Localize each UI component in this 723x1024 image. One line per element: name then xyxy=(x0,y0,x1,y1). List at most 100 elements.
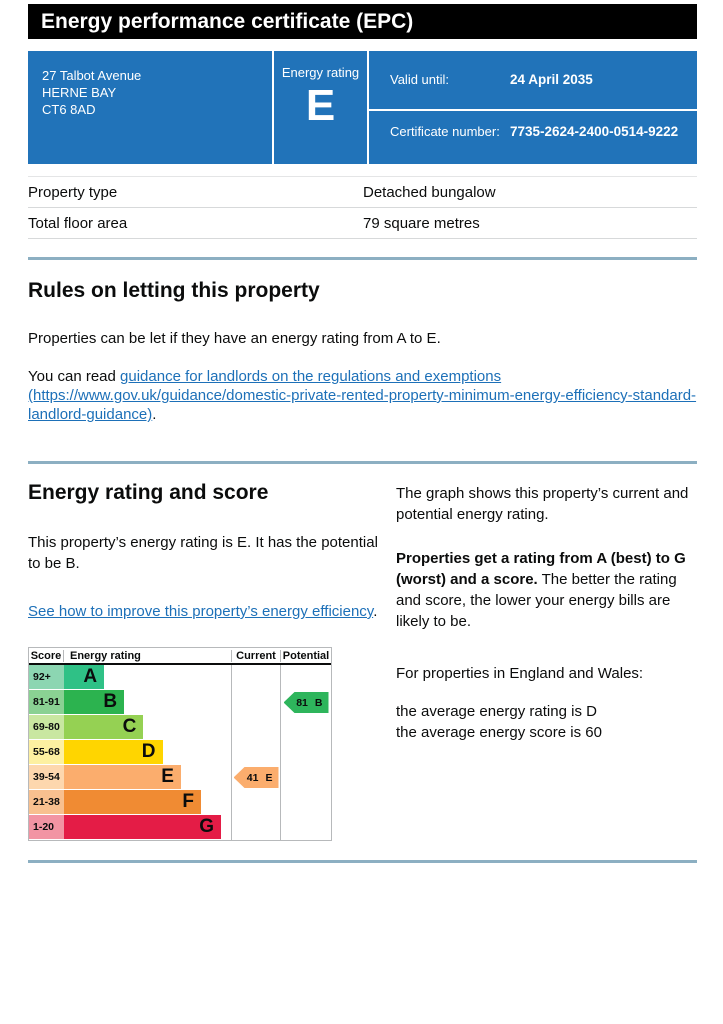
band-bar-c: C xyxy=(64,715,144,739)
epc-band-row-d: 55-68 D xyxy=(29,740,331,765)
summary-divider-horizontal xyxy=(369,109,697,111)
epc-document: Energy performance certificate (EPC) 27 … xyxy=(28,4,697,863)
band-bar-area-d: D xyxy=(64,740,231,765)
certificate-number-value: 7735-2624-2400-0514-9222 xyxy=(510,124,679,139)
chart-column-current: Current xyxy=(231,649,281,662)
energy-rating-letter: E xyxy=(305,81,336,130)
average-score-line: the average energy score is 60 xyxy=(396,724,602,741)
current-cell-f xyxy=(231,790,281,815)
band-bar-f: F xyxy=(64,790,201,814)
valid-until-row: Valid until: 24 April 2035 xyxy=(369,51,697,109)
graph-description: The graph shows this property’s current … xyxy=(396,485,689,523)
current-cell-c xyxy=(231,715,281,740)
band-bar-g: G xyxy=(64,815,221,839)
rating-intro: This property’s energy rating is E. It h… xyxy=(28,534,378,572)
energy-rating-badge: Energy rating E xyxy=(274,51,367,164)
band-letter-f: F xyxy=(182,791,194,812)
landlord-guidance-link[interactable]: guidance for landlords on the regulation… xyxy=(28,368,697,423)
energy-rating-section: Energy rating and score This property’s … xyxy=(28,481,697,841)
address-line-1: 27 Talbot Avenue xyxy=(42,68,142,83)
energy-rating-left-column: Energy rating and score This property’s … xyxy=(28,481,380,841)
current-rating-arrow: 41 E xyxy=(233,767,279,788)
average-rating-line: the average energy rating is D xyxy=(396,703,597,720)
band-letter-e: E xyxy=(161,766,174,787)
guidance-paragraph: You can read guidance for landlords on t… xyxy=(28,367,697,424)
epc-chart: Score Energy rating Current Potential 92… xyxy=(28,647,332,841)
property-row-value: Detached bungalow xyxy=(363,184,496,201)
score-range-g: 1-20 xyxy=(29,815,64,839)
property-address: 27 Talbot Avenue HERNE BAY CT6 8AD xyxy=(28,51,272,164)
certificate-meta: Valid until: 24 April 2035 Certificate n… xyxy=(369,51,697,164)
epc-band-row-c: 69-80 C xyxy=(29,715,331,740)
current-cell-d xyxy=(231,740,281,765)
current-rating-arrow-score: 41 xyxy=(246,771,259,784)
certificate-summary-box: 27 Talbot Avenue HERNE BAY CT6 8AD Energ… xyxy=(28,51,697,164)
band-letter-b: B xyxy=(103,691,118,712)
score-range-b: 81-91 xyxy=(29,690,64,714)
current-cell-e: 41 E xyxy=(231,765,281,790)
epc-band-row-b: 81-91 B 81 B xyxy=(29,690,331,715)
potential-cell-e xyxy=(281,765,331,790)
rating-explanation-rest: The better the rating and score, the low… xyxy=(396,571,677,630)
rating-explanation-bold: Properties get a rating from A (best) to… xyxy=(396,550,686,588)
section-divider xyxy=(28,257,697,260)
epc-band-row-g: 1-20 G xyxy=(29,815,331,840)
section-divider xyxy=(28,461,697,464)
rating-explanation: Properties get a rating from A (best) to… xyxy=(396,548,697,632)
page-title-text: Energy performance certificate (EPC) xyxy=(41,10,414,33)
improve-paragraph: See how to improve this property’s energ… xyxy=(28,601,380,622)
band-bar-area-e: E xyxy=(64,765,231,790)
current-cell-b xyxy=(231,690,281,715)
property-table-row: Total floor area 79 square metres xyxy=(28,208,697,239)
rating-heading: Energy rating and score xyxy=(28,481,269,504)
rules-heading: Rules on letting this property xyxy=(28,279,320,302)
band-bar-area-c: C xyxy=(64,715,231,740)
current-cell-a xyxy=(231,665,281,690)
potential-rating-arrow-band: B xyxy=(314,696,323,709)
band-bar-e: E xyxy=(64,765,181,789)
band-bar-area-g: G xyxy=(64,815,231,840)
potential-cell-d xyxy=(281,740,331,765)
property-row-value: 79 square metres xyxy=(363,215,480,232)
epc-chart-header: Score Energy rating Current Potential xyxy=(29,648,331,665)
national-averages: the average energy rating is D the averag… xyxy=(396,701,697,743)
score-range-c: 69-80 xyxy=(29,715,64,739)
guidance-prefix: You can read xyxy=(28,368,121,385)
guidance-suffix: . xyxy=(152,406,157,423)
band-bar-b: B xyxy=(64,690,125,714)
potential-cell-c xyxy=(281,715,331,740)
score-range-f: 21-38 xyxy=(29,790,64,814)
band-letter-a: A xyxy=(83,666,98,687)
score-range-d: 55-68 xyxy=(29,740,64,764)
current-cell-g xyxy=(231,815,281,840)
chart-column-energy-rating: Energy rating xyxy=(70,649,141,662)
property-details-table: Property type Detached bungalow Total floo… xyxy=(28,176,697,239)
epc-band-row-f: 21-38 F xyxy=(29,790,331,815)
rules-paragraph: Properties can be let if they have an en… xyxy=(28,330,441,347)
improve-efficiency-link[interactable]: See how to improve this property’s energ… xyxy=(28,603,374,620)
summary-divider-vertical-1 xyxy=(272,51,274,164)
band-letter-d: D xyxy=(141,741,156,762)
property-row-label: Total floor area xyxy=(28,215,128,232)
potential-rating-arrow-score: 81 xyxy=(296,696,308,709)
address-line-3: CT6 8AD xyxy=(42,102,96,117)
certificate-number-label: Certificate number: xyxy=(390,124,500,139)
potential-cell-f xyxy=(281,790,331,815)
page-title: Energy performance certificate (EPC) xyxy=(28,4,697,39)
epc-band-row-e: 39-54 E 41 E xyxy=(29,765,331,790)
potential-cell-g xyxy=(281,815,331,840)
property-table-row: Property type Detached bungalow xyxy=(28,177,697,208)
band-bar-area-a: A xyxy=(64,665,231,690)
band-bar-area-b: B xyxy=(64,690,231,715)
band-letter-g: G xyxy=(199,816,214,837)
certificate-number-row: Certificate number: 7735-2624-2400-0514-… xyxy=(369,111,697,164)
band-bar-d: D xyxy=(64,740,163,764)
address-line-2: HERNE BAY xyxy=(42,85,117,100)
band-bar-a: A xyxy=(64,665,105,689)
energy-rating-right-column: The graph shows this property’s current … xyxy=(396,481,697,841)
potential-cell-b: 81 B xyxy=(281,690,331,715)
band-letter-c: C xyxy=(122,716,137,737)
epc-band-row-a: 92+ A xyxy=(29,665,331,690)
chart-column-potential: Potential xyxy=(282,649,330,662)
valid-until-value: 24 April 2035 xyxy=(510,72,593,87)
